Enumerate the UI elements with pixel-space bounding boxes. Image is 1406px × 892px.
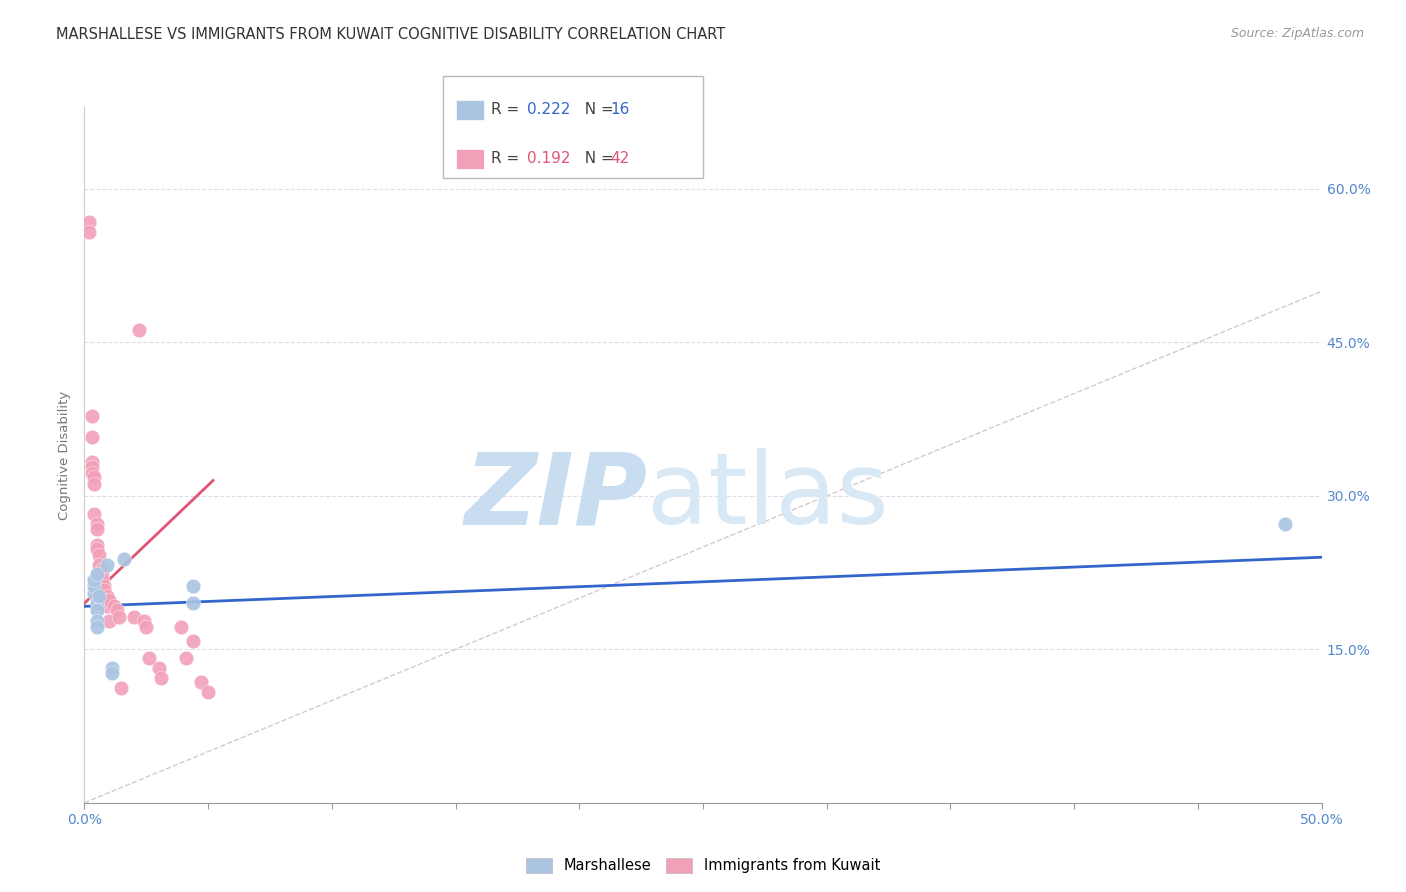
Point — [105, 603, 128, 617]
Point — [96, 599, 118, 614]
Point — [86, 614, 108, 628]
Point — [80, 455, 103, 469]
Text: 0.222: 0.222 — [527, 103, 571, 117]
Point — [110, 681, 132, 696]
Point — [197, 685, 219, 699]
Point — [93, 579, 115, 593]
Point — [89, 548, 111, 562]
Text: 16: 16 — [610, 103, 630, 117]
Point — [170, 620, 193, 634]
Text: MARSHALLESE VS IMMIGRANTS FROM KUWAIT COGNITIVE DISABILITY CORRELATION CHART: MARSHALLESE VS IMMIGRANTS FROM KUWAIT CO… — [56, 27, 725, 42]
Point — [132, 614, 155, 628]
Point — [122, 609, 145, 624]
Point — [150, 671, 173, 685]
Point — [181, 579, 204, 593]
Point — [86, 538, 108, 552]
Point — [86, 566, 108, 581]
Point — [181, 596, 204, 610]
Point — [90, 568, 112, 582]
Point — [83, 476, 105, 491]
Point — [93, 582, 115, 597]
Point — [83, 586, 105, 600]
Point — [79, 214, 101, 228]
Point — [181, 634, 204, 648]
Text: ZIP: ZIP — [464, 448, 647, 545]
Text: N =: N = — [575, 152, 619, 166]
Point — [100, 661, 122, 675]
Point — [80, 409, 103, 423]
Point — [86, 542, 108, 557]
Point — [98, 614, 121, 628]
Point — [89, 558, 111, 573]
Point — [148, 661, 170, 675]
Text: R =: R = — [491, 152, 524, 166]
Point — [83, 508, 105, 522]
Point — [174, 650, 197, 665]
Point — [112, 552, 135, 566]
Text: N =: N = — [575, 103, 619, 117]
Text: 0.192: 0.192 — [527, 152, 571, 166]
Point — [83, 470, 105, 484]
Point — [90, 573, 112, 587]
Point — [79, 225, 101, 239]
Text: 42: 42 — [610, 152, 630, 166]
Point — [96, 589, 118, 603]
Point — [80, 467, 103, 481]
Point — [138, 650, 160, 665]
Text: R =: R = — [491, 103, 524, 117]
Point — [190, 675, 212, 690]
Text: Source: ZipAtlas.com: Source: ZipAtlas.com — [1230, 27, 1364, 40]
Legend: Marshallese, Immigrants from Kuwait: Marshallese, Immigrants from Kuwait — [519, 850, 887, 880]
Point — [108, 609, 131, 624]
Point — [135, 620, 157, 634]
Point — [96, 558, 118, 573]
Point — [90, 562, 112, 576]
Point — [86, 620, 108, 634]
Point — [86, 603, 108, 617]
Text: atlas: atlas — [647, 448, 889, 545]
Point — [83, 579, 105, 593]
Point — [86, 517, 108, 532]
Point — [80, 429, 103, 443]
Point — [103, 599, 125, 614]
Point — [80, 460, 103, 475]
Point — [98, 593, 121, 607]
Y-axis label: Cognitive Disability: Cognitive Disability — [58, 391, 72, 519]
Point — [83, 573, 105, 587]
Point — [128, 323, 150, 337]
Point — [1274, 517, 1296, 532]
Point — [86, 596, 108, 610]
Point — [89, 589, 111, 603]
Point — [86, 522, 108, 536]
Point — [96, 593, 118, 607]
Point — [100, 665, 122, 680]
